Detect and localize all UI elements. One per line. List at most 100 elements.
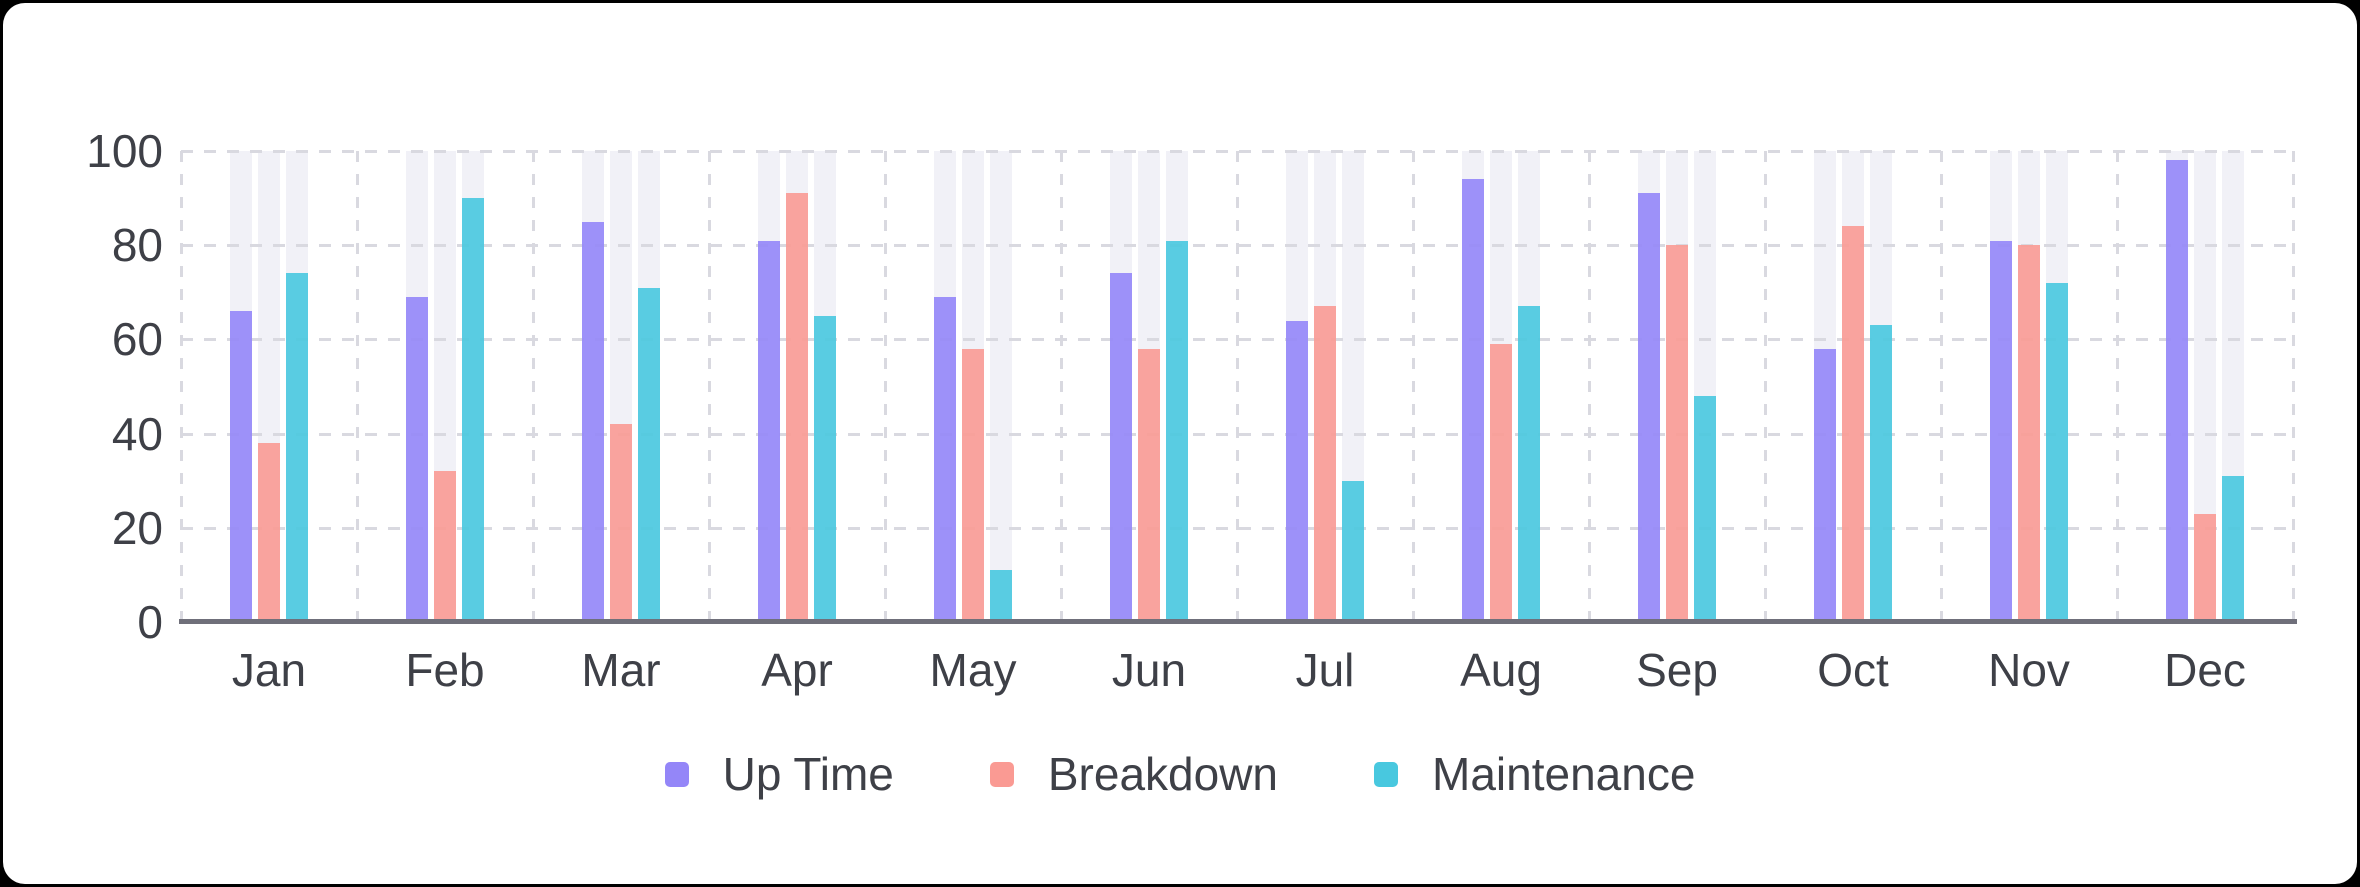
bar-breakdown-jun[interactable] [1138, 348, 1160, 622]
bar-up-time-feb[interactable] [406, 297, 428, 622]
bar-up-time-apr[interactable] [758, 240, 780, 622]
month-group-feb [357, 151, 533, 622]
legend-item-maintenance[interactable]: Maintenance [1374, 751, 1695, 797]
chart-legend: Up Time Breakdown Maintenance [3, 751, 2357, 797]
bar-slot [990, 151, 1012, 622]
y-tick-label-20: 20 [111, 501, 163, 554]
bar-maintenance-sep[interactable] [1694, 395, 1716, 622]
bar-slot [1490, 151, 1512, 622]
month-group-nov [1941, 151, 2117, 622]
x-tick-label-dec: Dec [2164, 644, 2246, 696]
bar-up-time-nov[interactable] [1990, 240, 2012, 622]
bar-slot [610, 151, 632, 622]
bar-slot [2222, 151, 2244, 622]
bar-up-time-may[interactable] [934, 297, 956, 622]
bar-maintenance-jan[interactable] [286, 273, 308, 622]
month-group-aug [1413, 151, 1589, 622]
v-gridline [1588, 151, 1591, 622]
month-group-jan [181, 151, 357, 622]
bar-slot [582, 151, 604, 622]
legend-item-up-time[interactable]: Up Time [664, 751, 894, 797]
bar-slot [258, 151, 280, 622]
legend-swatch-icon [1374, 761, 1398, 787]
bar-maintenance-nov[interactable] [2046, 282, 2068, 622]
x-tick-label-sep: Sep [1636, 644, 1718, 696]
bar-up-time-jun[interactable] [1110, 273, 1132, 622]
bar-slot [962, 151, 984, 622]
bar-slot [758, 151, 780, 622]
bar-maintenance-oct[interactable] [1870, 325, 1892, 622]
v-gridline [1764, 151, 1767, 622]
v-gridline [884, 151, 887, 622]
y-tick-label-0: 0 [137, 596, 163, 648]
bar-breakdown-nov[interactable] [2018, 245, 2040, 622]
bar-maintenance-may[interactable] [990, 570, 1012, 622]
bar-maintenance-jun[interactable] [1166, 240, 1188, 622]
v-gridline [708, 151, 711, 622]
month-group-jul [1237, 151, 1413, 622]
legend-swatch-icon [989, 761, 1014, 787]
bar-maintenance-dec[interactable] [2222, 476, 2244, 622]
y-tick-label-100: 100 [86, 125, 163, 177]
bar-slot [638, 151, 660, 622]
x-tick-label-jan: Jan [231, 644, 307, 696]
bar-up-time-mar[interactable] [582, 221, 604, 622]
bar-up-time-jan[interactable] [230, 311, 252, 622]
bar-maintenance-jul[interactable] [1342, 480, 1364, 622]
month-group-oct [1765, 151, 1941, 622]
bar-slot [2166, 151, 2188, 622]
bar-slot [1314, 151, 1336, 622]
bar-breakdown-may[interactable] [962, 348, 984, 622]
month-group-may [885, 151, 1061, 622]
x-tick-label-mar: Mar [581, 644, 661, 696]
bar-maintenance-apr[interactable] [814, 315, 836, 622]
x-tick-label-jun: Jun [1111, 644, 1187, 696]
x-tick-label-aug: Aug [1460, 644, 1542, 696]
bar-breakdown-sep[interactable] [1666, 245, 1688, 622]
bar-slot [434, 151, 456, 622]
v-gridline [1236, 151, 1239, 622]
x-tick-label-oct: Oct [1817, 644, 1889, 696]
plot-area [179, 150, 2297, 624]
bar-up-time-jul[interactable] [1286, 320, 1308, 622]
bar-breakdown-mar[interactable] [610, 424, 632, 622]
x-axis-labels: Jan Feb Mar Apr May Jun Jul Aug Sep Oct Nov Dec [181, 647, 2293, 699]
x-tick-label-jul: Jul [1295, 644, 1355, 696]
bar-breakdown-oct[interactable] [1842, 226, 1864, 622]
bar-up-time-aug[interactable] [1462, 179, 1484, 622]
bar-up-time-dec[interactable] [2166, 160, 2188, 622]
bar-slot [1518, 151, 1540, 622]
bar-breakdown-dec[interactable] [2194, 513, 2216, 622]
bar-maintenance-mar[interactable] [638, 287, 660, 622]
bar-slot [2018, 151, 2040, 622]
bar-track [2194, 151, 2216, 622]
bar-maintenance-feb[interactable] [462, 198, 484, 622]
bar-slot [1814, 151, 1836, 622]
bar-up-time-oct[interactable] [1814, 348, 1836, 622]
month-group-sep [1589, 151, 1765, 622]
x-tick-label-feb: Feb [405, 644, 485, 696]
bar-slot [1990, 151, 2012, 622]
bar-slot [1666, 151, 1688, 622]
bar-maintenance-aug[interactable] [1518, 306, 1540, 622]
chart-card: 0 20 40 60 80 100 Jan Feb Mar Apr May Jun Jul Aug Sep… [3, 3, 2357, 884]
bar-up-time-sep[interactable] [1638, 193, 1660, 622]
bar-slot [786, 151, 808, 622]
bar-breakdown-aug[interactable] [1490, 344, 1512, 622]
y-tick-label-40: 40 [111, 407, 163, 460]
legend-label: Breakdown [1047, 748, 1278, 800]
bar-breakdown-feb[interactable] [434, 471, 456, 622]
v-gridline [180, 151, 183, 622]
bar-breakdown-apr[interactable] [786, 193, 808, 622]
bar-slot [1638, 151, 1660, 622]
legend-swatch-icon [664, 761, 689, 787]
v-gridline [1940, 151, 1943, 622]
bar-breakdown-jan[interactable] [258, 443, 280, 622]
x-axis-line [179, 619, 2297, 624]
bar-slot [1286, 151, 1308, 622]
month-group-dec [2117, 151, 2293, 622]
y-tick-label-80: 80 [111, 219, 163, 272]
legend-item-breakdown[interactable]: Breakdown [989, 748, 1278, 800]
bar-breakdown-jul[interactable] [1314, 306, 1336, 622]
bar-slot [462, 151, 484, 622]
